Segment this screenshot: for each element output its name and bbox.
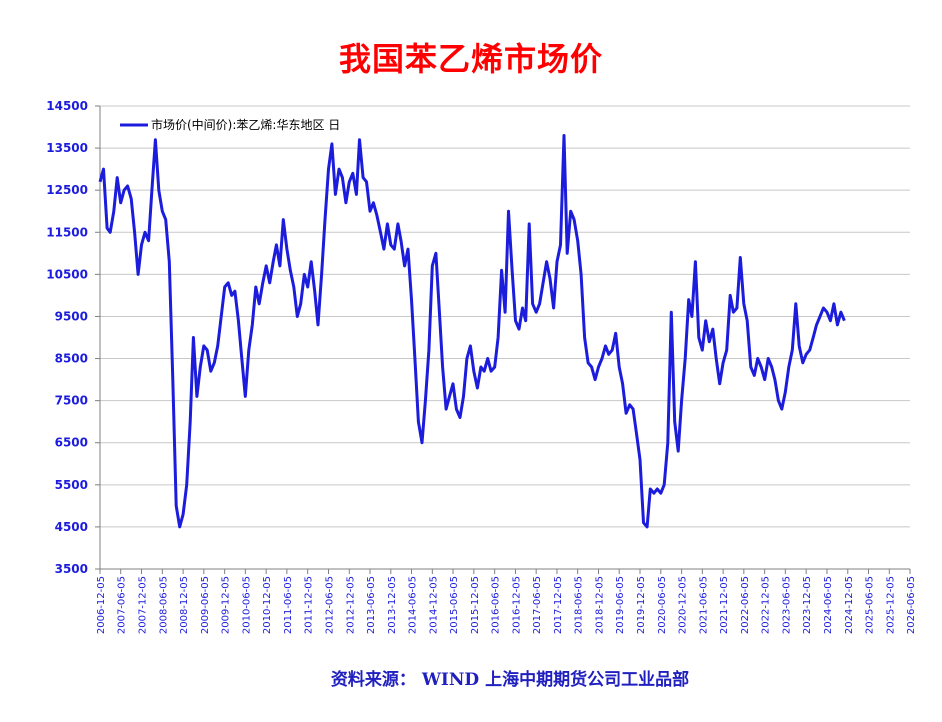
x-axis-ticks: 2006-12-05 2007-06-05 2007-12-05 2008-06-05… [96,569,917,634]
x-tick-label: 2013-06-05 [366,576,377,634]
y-tick-label: 9500 [55,309,88,323]
x-tick-label: 2008-06-05 [158,576,169,634]
x-tick-label: 2019-06-05 [615,576,626,634]
y-tick-label: 12500 [46,183,88,197]
x-tick-label: 2009-06-05 [200,576,211,634]
x-tick-label: 2008-12-05 [179,576,190,634]
x-tick-label: 2011-12-05 [304,576,315,634]
y-tick-label: 13500 [46,141,88,155]
y-tick-label: 7500 [55,394,88,408]
x-tick-label: 2013-12-05 [387,576,398,634]
x-tick-label: 2016-06-05 [491,576,502,634]
x-tick-label: 2020-06-05 [657,576,668,634]
y-tick-label: 3500 [55,562,88,576]
x-tick-label: 2009-12-05 [221,576,232,634]
x-tick-label: 2007-12-05 [138,576,149,634]
x-tick-label: 2024-12-05 [844,576,855,634]
x-tick-label: 2010-12-05 [262,576,273,634]
x-tick-label: 2025-06-05 [864,576,875,634]
y-tick-label: 10500 [46,267,88,281]
y-tick-label: 11500 [46,225,88,239]
y-tick-label: 4500 [55,520,88,534]
y-tick-label: 14500 [46,99,88,113]
x-tick-label: 2018-12-05 [594,576,605,634]
gridlines [100,105,910,570]
x-tick-label: 2015-06-05 [449,576,460,634]
x-tick-label: 2024-06-05 [823,576,834,634]
x-tick-label: 2014-12-05 [428,576,439,634]
x-tick-label: 2010-06-05 [241,576,252,634]
x-tick-label: 2021-06-05 [698,576,709,634]
x-tick-label: 2011-06-05 [283,576,294,634]
x-tick-label: 2014-06-05 [408,576,419,634]
x-tick-label: 2026-06-05 [906,576,917,634]
x-tick-label: 2023-06-05 [781,576,792,634]
x-tick-label: 2017-06-05 [532,576,543,634]
x-tick-label: 2022-12-05 [761,576,772,634]
x-tick-label: 2018-06-05 [574,576,585,634]
y-axis-ticks: 3500 4500 5500 6500 7500 8500 9500 10500 11500 12… [46,99,100,576]
x-tick-label: 2023-12-05 [802,576,813,634]
x-tick-label: 2022-06-05 [740,576,751,634]
x-tick-label: 2016-12-05 [511,576,522,634]
x-tick-label: 2019-12-05 [636,576,647,634]
x-tick-label: 2021-12-05 [719,576,730,634]
source-note: 资料来源： WIND 上海中期期货公司工业品部 [330,670,690,690]
y-tick-label: 5500 [55,478,88,492]
x-tick-label: 2015-12-05 [470,576,481,634]
legend-label: 市场价(中间价):苯乙烯:华东地区 日 [151,117,340,132]
y-tick-label: 8500 [55,352,88,366]
x-tick-label: 2007-06-05 [117,576,128,634]
x-tick-label: 2025-12-05 [885,576,896,634]
chart-title: 我国苯乙烯市场价 [338,40,603,78]
legend: 市场价(中间价):苯乙烯:华东地区 日 [120,117,340,132]
x-tick-label: 2020-12-05 [678,576,689,634]
y-tick-label: 6500 [55,436,88,450]
x-tick-label: 2006-12-05 [96,576,107,634]
x-tick-label: 2017-12-05 [553,576,564,634]
series-line [98,134,846,529]
x-tick-label: 2012-12-05 [345,576,356,634]
x-tick-label: 2012-06-05 [324,576,335,634]
